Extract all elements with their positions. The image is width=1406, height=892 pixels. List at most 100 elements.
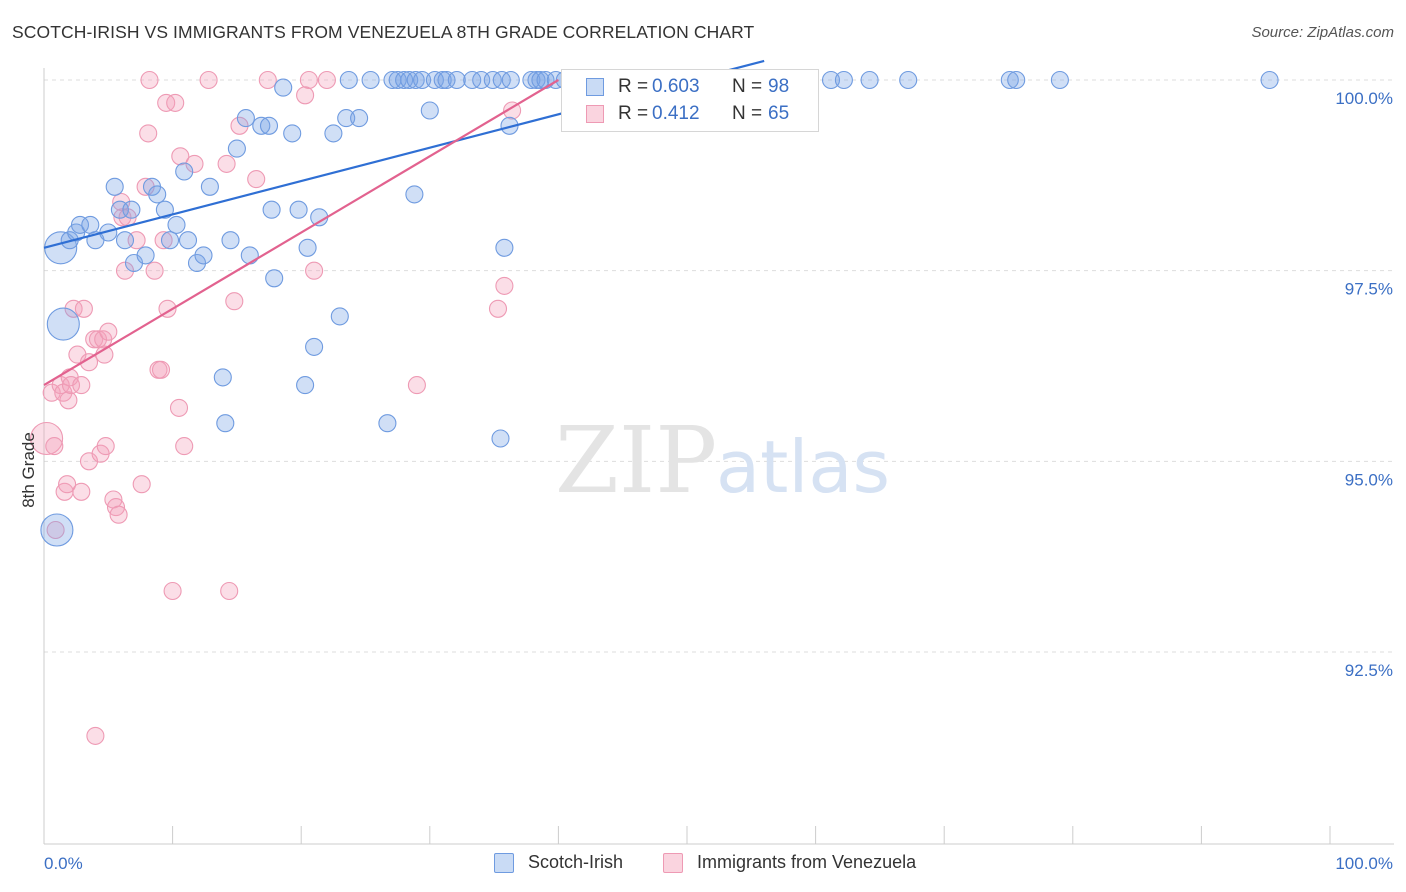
scotch-irish-point	[240, 246, 259, 265]
venezuela-point	[61, 376, 81, 395]
scotch-irish-point	[437, 70, 456, 90]
scotch-irish-point	[155, 200, 174, 219]
scotch-irish-point	[136, 246, 155, 265]
scotch-irish-point	[213, 368, 232, 387]
venezuela-point	[175, 437, 194, 456]
scotch-irish-point	[433, 70, 452, 90]
legend-n-label: N =	[732, 76, 763, 97]
scotch-irish-point	[339, 70, 358, 90]
legend-r-label: R =	[618, 103, 649, 124]
scotch-irish-point	[46, 307, 80, 341]
venezuela-point	[217, 154, 236, 173]
venezuela-point	[86, 726, 105, 745]
venezuela-point	[30, 421, 64, 456]
venezuela-point	[64, 299, 83, 318]
venezuela-point	[45, 437, 64, 456]
y-tick-label: 95.0%	[1345, 470, 1393, 489]
stats-legend: R = 0.603 N = 98 R = 0.412 N = 65	[561, 69, 819, 132]
venezuela-point	[296, 86, 315, 105]
venezuela-point	[88, 330, 108, 349]
y-axis-title: 8th Grade	[19, 432, 38, 508]
venezuela-point	[140, 70, 159, 90]
venezuela-point	[220, 581, 239, 601]
venezuela-point	[317, 70, 336, 90]
scotch-irish-point	[296, 376, 315, 395]
scotch-irish-point	[378, 414, 397, 433]
legend-label: Immigrants from Venezuela	[697, 852, 917, 872]
scotch-irish-point	[148, 185, 167, 204]
y-tick-label: 100.0%	[1335, 89, 1393, 108]
watermark: ZIP atlas	[555, 407, 890, 514]
scotch-irish-point	[491, 429, 510, 448]
scotch-irish-point	[274, 78, 293, 97]
scotch-irish-point	[1260, 70, 1279, 90]
axis-layer: 92.5% 95.0% 97.5% 100.0% 0.0% 100.0%	[43, 68, 1394, 873]
x-tick-label: 100.0%	[1335, 854, 1393, 873]
scotch-irish-point	[361, 70, 380, 90]
venezuela-point	[171, 147, 190, 166]
venezuela-point	[72, 482, 91, 501]
scotch-irish-point	[236, 109, 255, 128]
scotch-irish-point	[200, 177, 219, 196]
venezuela-point	[59, 391, 78, 410]
scotch-irish-point	[821, 70, 841, 90]
venezuela-point	[132, 475, 151, 494]
legend-swatch-blue	[494, 853, 514, 873]
scotch-irish-point	[262, 200, 281, 219]
scotch-irish-point	[160, 231, 180, 250]
scotch-irish-point	[420, 101, 439, 120]
scotch-irish-point	[337, 109, 356, 128]
legend-label: Scotch-Irish	[528, 852, 624, 872]
scotch-irish-point	[899, 70, 918, 90]
chart-title: SCOTCH-IRISH VS IMMIGRANTS FROM VENEZUEL…	[12, 22, 755, 42]
scotch-irish-point	[495, 238, 514, 257]
venezuela-point	[99, 322, 118, 341]
scotch-irish-point	[860, 70, 879, 90]
venezuela-point	[407, 376, 426, 395]
series-legend: Scotch-Irish Immigrants from Venezuela	[0, 852, 1406, 876]
scotch-irish-point	[531, 70, 550, 90]
scotch-irish-point	[305, 337, 324, 356]
scotch-irish-point	[227, 139, 246, 158]
venezuela-point	[72, 376, 91, 395]
scotch-irish-point	[1050, 70, 1069, 90]
scotch-irish-point	[105, 177, 124, 196]
scotch-irish-point	[115, 231, 135, 250]
scotch-irish-point	[289, 200, 308, 219]
series-scotch-irish-points	[40, 70, 1279, 547]
scotch-irish-point	[406, 70, 425, 90]
scotch-irish-point	[400, 70, 419, 90]
legend-n-label: N =	[732, 103, 763, 124]
scotch-irish-point	[350, 109, 369, 128]
scotch-irish-point	[187, 253, 207, 273]
legend-r-label: R =	[618, 76, 649, 97]
venezuela-point	[495, 276, 514, 295]
scotch-irish-point	[167, 215, 186, 234]
venezuela-point	[185, 154, 204, 173]
scotch-irish-point	[265, 269, 284, 288]
venezuela-point	[169, 398, 189, 417]
scotch-irish-point	[122, 200, 141, 219]
scotch-irish-point	[194, 246, 213, 265]
legend-n-value: 65	[768, 103, 790, 124]
source-label: Source: ZipAtlas.com	[1251, 24, 1394, 41]
series-venezuela-points	[30, 70, 522, 745]
scotch-irish-point	[175, 162, 194, 181]
venezuela-point	[158, 299, 177, 318]
scotch-irish-point	[413, 70, 432, 90]
venezuela-point	[74, 299, 93, 318]
venezuela-point	[488, 299, 508, 318]
scotch-irish-point	[501, 70, 520, 90]
scotch-irish-point	[81, 215, 100, 234]
scotch-irish-point	[298, 238, 317, 257]
venezuela-point	[151, 360, 171, 379]
venezuela-point	[163, 581, 182, 601]
venezuela-point	[247, 170, 266, 189]
watermark-zip: ZIP	[555, 407, 717, 514]
scotch-irish-point	[178, 231, 198, 250]
scotch-irish-point	[330, 307, 349, 326]
scotch-irish-point	[447, 70, 466, 90]
x-tick-label: 0.0%	[44, 854, 83, 873]
venezuela-point	[145, 261, 164, 280]
